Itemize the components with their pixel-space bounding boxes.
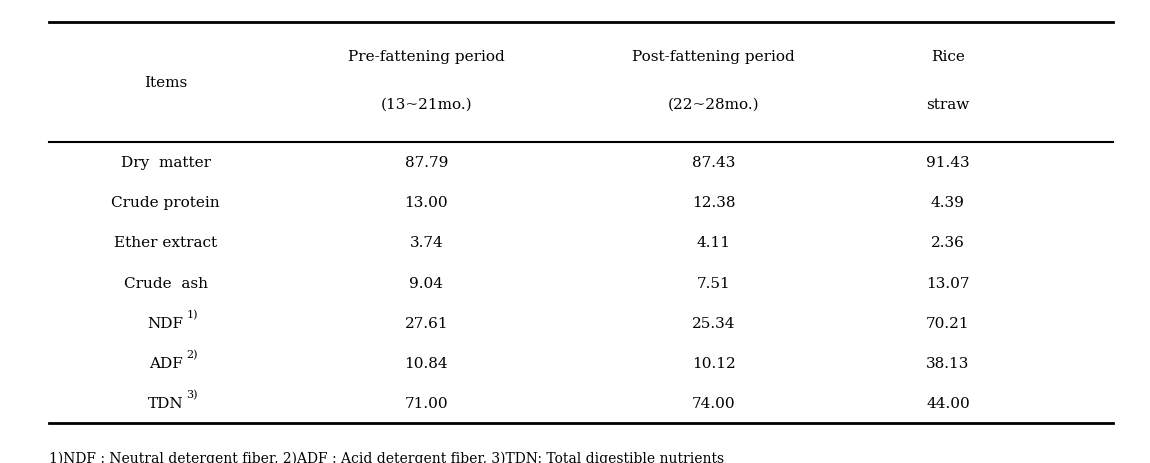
Text: 1): 1) <box>186 309 198 319</box>
Text: 13.07: 13.07 <box>926 276 969 290</box>
Text: 70.21: 70.21 <box>926 316 969 330</box>
Text: 25.34: 25.34 <box>692 316 736 330</box>
Text: 2): 2) <box>186 349 198 359</box>
Text: 3.74: 3.74 <box>409 236 443 250</box>
Text: 2.36: 2.36 <box>932 236 965 250</box>
Text: 27.61: 27.61 <box>405 316 448 330</box>
Text: 87.43: 87.43 <box>692 156 736 170</box>
Text: 71.00: 71.00 <box>405 396 448 410</box>
Text: (13~21mo.): (13~21mo.) <box>381 98 473 112</box>
Text: Post-fattening period: Post-fattening period <box>632 50 795 63</box>
Text: 10.12: 10.12 <box>692 356 736 370</box>
Text: 1)NDF : Neutral detergent fiber, 2)ADF : Acid detergent fiber, 3)TDN: Total dige: 1)NDF : Neutral detergent fiber, 2)ADF :… <box>48 451 723 463</box>
Text: 12.38: 12.38 <box>692 196 736 210</box>
Text: TDN: TDN <box>148 396 184 410</box>
Text: Crude protein: Crude protein <box>112 196 220 210</box>
Text: ADF: ADF <box>148 356 183 370</box>
Text: NDF: NDF <box>147 316 184 330</box>
Text: 74.00: 74.00 <box>692 396 736 410</box>
Text: 3): 3) <box>186 389 198 400</box>
Text: 91.43: 91.43 <box>926 156 969 170</box>
Text: 4.11: 4.11 <box>697 236 730 250</box>
Text: 13.00: 13.00 <box>405 196 448 210</box>
Text: (22~28mo.): (22~28mo.) <box>668 98 760 112</box>
Text: 7.51: 7.51 <box>697 276 730 290</box>
Text: Crude  ash: Crude ash <box>124 276 208 290</box>
Text: 9.04: 9.04 <box>409 276 444 290</box>
Text: 87.79: 87.79 <box>405 156 448 170</box>
Text: 38.13: 38.13 <box>926 356 969 370</box>
Text: straw: straw <box>926 98 969 112</box>
Text: Ether extract: Ether extract <box>114 236 217 250</box>
Text: 44.00: 44.00 <box>926 396 969 410</box>
Text: 4.39: 4.39 <box>932 196 965 210</box>
Text: 10.84: 10.84 <box>405 356 448 370</box>
Text: Rice: Rice <box>932 50 965 63</box>
Text: Items: Items <box>144 76 187 90</box>
Text: Dry  matter: Dry matter <box>121 156 210 170</box>
Text: Pre-fattening period: Pre-fattening period <box>348 50 505 63</box>
